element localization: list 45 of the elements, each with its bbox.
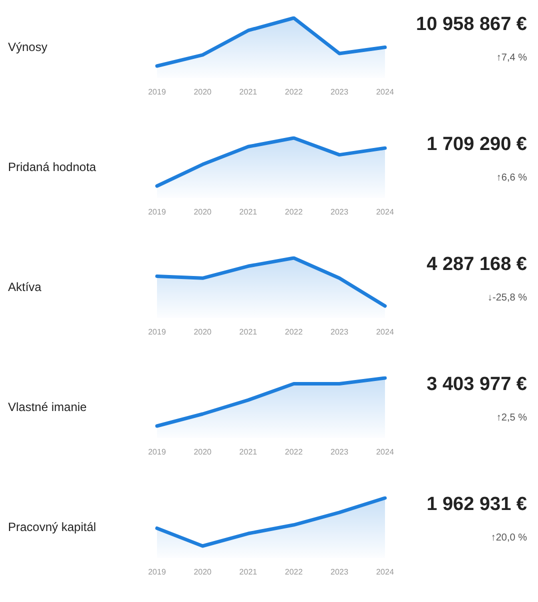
x-tick-label: 2021 bbox=[239, 208, 258, 216]
text: 1 709 290 € bbox=[426, 134, 528, 155]
y-axis-title: Aktíva bbox=[8, 280, 42, 294]
x-tick-label: 2024 bbox=[376, 208, 394, 216]
x-tick-label: 2023 bbox=[330, 88, 349, 96]
x-tick-label: 2019 bbox=[148, 208, 166, 216]
x-tick-label: 2021 bbox=[239, 568, 258, 576]
x-tick-label: 2024 bbox=[376, 328, 394, 336]
x-tick-label: 2020 bbox=[194, 568, 212, 576]
y-axis-title: Výnosy bbox=[8, 40, 48, 54]
x-tick-label: 2022 bbox=[284, 88, 304, 96]
text: ↑7,4 % bbox=[496, 52, 528, 64]
x-tick-label: 2021 bbox=[239, 88, 258, 96]
text: 10 958 867 € bbox=[416, 14, 528, 35]
x-tick-label: 2022 bbox=[284, 448, 304, 456]
x-tick-label: 2024 bbox=[376, 88, 394, 96]
text: ↑2,5 % bbox=[496, 412, 528, 424]
x-tick-label: 2022 bbox=[284, 208, 304, 216]
x-tick-label: 2020 bbox=[194, 328, 212, 336]
text: 3 403 977 € bbox=[426, 374, 528, 395]
x-tick-label: 2023 bbox=[330, 568, 349, 576]
x-tick-label: 2020 bbox=[194, 88, 212, 96]
x-tick-label: 2019 bbox=[148, 568, 166, 576]
x-tick-label: 2023 bbox=[330, 328, 349, 336]
x-tick-label: 2020 bbox=[194, 208, 212, 216]
x-tick-label: 2019 bbox=[148, 328, 166, 336]
x-tick-label: 2024 bbox=[376, 568, 394, 576]
text: ↑6,6 % bbox=[496, 172, 528, 184]
x-tick-label: 2019 bbox=[148, 448, 166, 456]
y-axis-title: Vlastné imanie bbox=[8, 400, 88, 414]
text: ↑20,0 % bbox=[490, 532, 528, 544]
x-tick-label: 2023 bbox=[330, 208, 349, 216]
x-tick-label: 2021 bbox=[239, 328, 258, 336]
x-tick-label: 2023 bbox=[330, 448, 349, 456]
y-axis-title: Pridaná hodnota bbox=[8, 160, 98, 174]
text: 4 287 168 € bbox=[426, 254, 528, 275]
x-tick-label: 2024 bbox=[376, 448, 394, 456]
x-tick-label: 2020 bbox=[194, 448, 212, 456]
x-tick-label: 2022 bbox=[284, 568, 304, 576]
x-tick-label: 2019 bbox=[148, 88, 166, 96]
text: ↓-25,8 % bbox=[488, 292, 528, 304]
text: 1 962 931 € bbox=[426, 494, 528, 515]
y-axis-title: Pracovný kapitál bbox=[8, 520, 98, 534]
x-tick-label: 2021 bbox=[239, 448, 258, 456]
x-tick-label: 2022 bbox=[284, 328, 304, 336]
